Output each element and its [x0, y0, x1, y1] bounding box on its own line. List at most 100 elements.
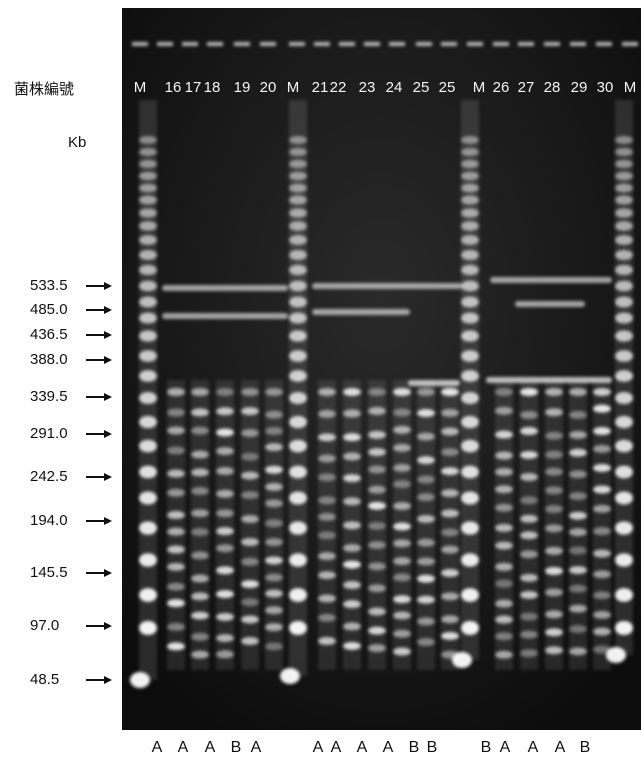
pattern-label: A [555, 739, 566, 756]
sample-band [368, 626, 386, 635]
marker-band [461, 221, 479, 231]
sample-band [593, 404, 611, 413]
pattern-label: A [178, 739, 189, 756]
lane-label: 30 [597, 79, 614, 96]
sample-band [343, 622, 361, 631]
sample-band [318, 613, 336, 622]
well [339, 42, 355, 46]
lane-label: 27 [518, 79, 535, 96]
marker-band [461, 521, 479, 535]
sample-band [545, 505, 563, 514]
sample-band [417, 388, 435, 396]
sample-band [569, 511, 587, 520]
marker-band [139, 159, 157, 169]
sample-band [417, 574, 435, 583]
lane-label: 24 [386, 79, 403, 96]
well [416, 42, 432, 46]
marker-arrowhead [104, 282, 112, 290]
sample-band [545, 467, 563, 476]
smear [441, 380, 459, 670]
size-marker-label: 48.5 [30, 671, 59, 688]
marker-arrowhead [104, 473, 112, 481]
marker-band [461, 465, 479, 479]
sample-band [318, 512, 336, 521]
marker-band [139, 330, 157, 342]
sample-band [545, 546, 563, 555]
sample-band [167, 446, 185, 455]
sample-band [393, 408, 411, 417]
marker-band [139, 280, 157, 292]
sample-band [241, 429, 259, 438]
well [182, 42, 198, 46]
sample-band [216, 428, 234, 437]
marker-band [139, 553, 157, 567]
sample-band [241, 388, 259, 396]
marker-band [461, 147, 479, 157]
marker-band [139, 350, 157, 362]
sample-band [417, 557, 435, 566]
sample-band [593, 549, 611, 558]
sample-band [343, 388, 361, 396]
sample-band [393, 388, 411, 396]
sample-band [368, 607, 386, 616]
sample-band [569, 492, 587, 501]
sample-band [393, 573, 411, 582]
sample-band [569, 470, 587, 479]
marker-band [461, 235, 479, 245]
pattern-label: A [383, 739, 394, 756]
marker-band [461, 391, 479, 405]
sample-band [393, 557, 411, 566]
sample-band [318, 473, 336, 482]
sample-band [343, 474, 361, 483]
sample-band [441, 427, 459, 436]
pattern-label: B [409, 739, 420, 756]
sample-band [368, 465, 386, 474]
sample-band [417, 638, 435, 647]
sample-band [520, 410, 538, 419]
marker-band [289, 350, 307, 362]
well [622, 42, 638, 46]
marker-band [461, 415, 479, 429]
sample-band [265, 538, 283, 547]
sample-band [241, 580, 259, 589]
sample-band [167, 408, 185, 417]
sample-band [265, 443, 283, 452]
sample-band [343, 641, 361, 650]
sample-band [216, 509, 234, 518]
marker-band [289, 391, 307, 405]
sample-band [191, 388, 209, 396]
marker-band [139, 621, 157, 635]
sample-band [167, 599, 185, 608]
marker-band [139, 370, 157, 382]
sample-band [569, 388, 587, 396]
sample-band [545, 610, 563, 619]
marker-band [615, 588, 633, 602]
sample-band [241, 637, 259, 646]
well [289, 42, 305, 46]
sample-band [545, 450, 563, 459]
sample-band [520, 531, 538, 540]
marker-band [615, 439, 633, 453]
common-band [312, 283, 462, 289]
sample-band [318, 454, 336, 463]
marker-band [139, 249, 157, 261]
marker-band [289, 249, 307, 261]
sample-band [318, 388, 336, 396]
lane-label: M [624, 79, 637, 96]
size-marker-label: 291.0 [30, 425, 68, 442]
sample-band [569, 584, 587, 593]
lane-label: 29 [571, 79, 588, 96]
sample-band [265, 499, 283, 508]
lane-label: 23 [359, 79, 376, 96]
marker-band [289, 415, 307, 429]
sample-band [417, 617, 435, 626]
sample-band [241, 615, 259, 624]
sample-band [417, 432, 435, 441]
sample-band [569, 546, 587, 555]
sample-band [520, 612, 538, 621]
marker-band [461, 350, 479, 362]
lane-label: M [473, 79, 486, 96]
marker-band [461, 208, 479, 218]
size-marker-label: 145.5 [30, 564, 68, 581]
